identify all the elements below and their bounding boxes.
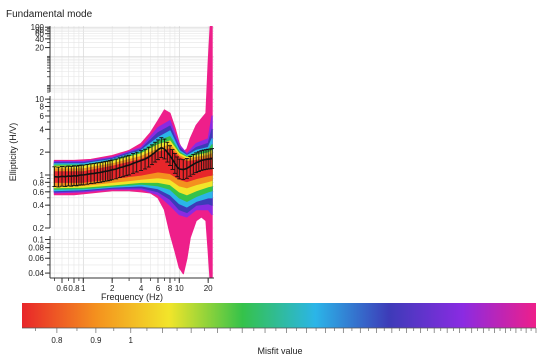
y-axis-label: Ellipticity (H/V)	[8, 123, 18, 182]
observed-line	[54, 146, 213, 178]
x-tick-label: 10	[175, 284, 184, 293]
y-tick-label: 0.08	[28, 244, 44, 253]
y-tick-label: 6	[40, 112, 45, 121]
x-tick-label: 6	[156, 284, 161, 293]
y-tick-label: 2	[40, 148, 45, 157]
x-tick-label: 8	[168, 284, 173, 293]
y-tick-label: 60	[35, 30, 44, 39]
y-tick-label: 20	[35, 44, 44, 53]
colorbar-tick-label: 0.8	[51, 336, 63, 345]
axes: 1008060402010864210.80.60.40.20.10.080.0…	[28, 23, 214, 293]
colorbar-tick-label: 1	[129, 336, 134, 345]
y-tick-label: 4	[40, 125, 45, 134]
y-tick-label: 8	[40, 102, 45, 111]
y-tick-label: 80	[35, 26, 44, 35]
y-tick-label: 10	[35, 95, 44, 104]
colorbar-axis: 0.8 0.9 1	[22, 327, 537, 345]
y-tick-label: 0.04	[28, 269, 44, 278]
x-tick-label: 4	[139, 284, 144, 293]
colorbar-tick-label: 0.9	[90, 336, 102, 345]
x-tick-label: 0.8	[68, 284, 80, 293]
colorbar	[22, 303, 536, 328]
y-tick-label: 0.06	[28, 254, 44, 263]
y-tick-label: 0.2	[33, 224, 45, 233]
y-tick-label: 100	[31, 23, 45, 32]
y-tick-label: 1	[40, 171, 45, 180]
x-tick-label: 2	[110, 284, 115, 293]
y-tick-label: 0.6	[33, 188, 45, 197]
colorbar-label: Misfit value	[257, 346, 302, 356]
x-tick-label: 1	[81, 284, 86, 293]
y-tick-label: 0.1	[33, 235, 45, 244]
x-axis-label: Frequency (Hz)	[101, 292, 163, 302]
y-tick-label: 40	[35, 35, 44, 44]
x-tick-label: 0.6	[56, 284, 68, 293]
y-tick-label: 0.4	[33, 201, 45, 210]
x-tick-label: 20	[204, 284, 213, 293]
y-tick-label: 0.8	[33, 178, 45, 187]
chart-title: Fundamental mode	[6, 9, 93, 20]
observed-curve	[52, 137, 214, 188]
